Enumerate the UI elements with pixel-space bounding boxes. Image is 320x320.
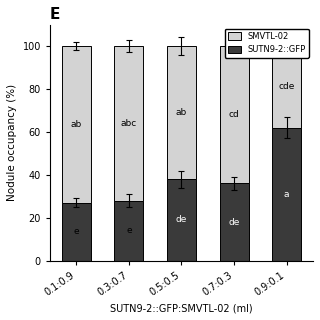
Bar: [167, 46, 196, 179]
Legend: SMVTL-02, SUTN9-2::GFP: SMVTL-02, SUTN9-2::GFP: [225, 29, 309, 58]
Text: de: de: [176, 215, 187, 224]
Bar: [115, 46, 143, 201]
Text: a: a: [284, 190, 289, 199]
Bar: [167, 179, 196, 261]
Bar: [62, 203, 91, 261]
Bar: [220, 183, 249, 261]
Text: de: de: [228, 218, 240, 227]
X-axis label: SUTN9-2::GFP:SMVTL-02 (ml): SUTN9-2::GFP:SMVTL-02 (ml): [110, 303, 253, 313]
Text: cd: cd: [229, 110, 239, 119]
Text: ab: ab: [71, 120, 82, 129]
Bar: [220, 46, 249, 183]
Bar: [115, 201, 143, 261]
Bar: [62, 46, 91, 203]
Text: E: E: [50, 7, 60, 22]
Text: abc: abc: [121, 119, 137, 128]
Bar: [272, 46, 301, 128]
Y-axis label: Nodule occupancy (%): Nodule occupancy (%): [7, 84, 17, 201]
Bar: [272, 128, 301, 261]
Text: e: e: [74, 227, 79, 236]
Text: cde: cde: [278, 82, 295, 91]
Text: e: e: [126, 226, 132, 235]
Text: ab: ab: [176, 108, 187, 117]
